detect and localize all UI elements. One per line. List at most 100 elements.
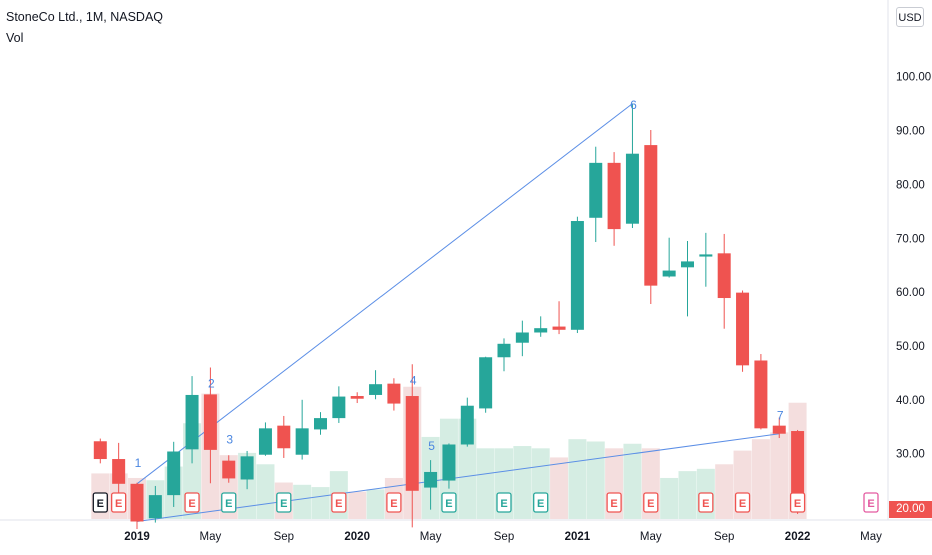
earnings-marker-label: E <box>537 498 544 510</box>
wave-label-4: 4 <box>410 374 417 388</box>
time-tick-label: 2019 <box>124 531 150 543</box>
earnings-marker-label: E <box>335 498 342 510</box>
earnings-marker[interactable] <box>111 492 127 513</box>
wave-label-1: 1 <box>135 456 142 470</box>
candle-up[interactable] <box>534 328 548 333</box>
candle-up[interactable] <box>699 254 713 257</box>
candle-up[interactable] <box>662 270 676 277</box>
candle-down[interactable] <box>93 441 107 460</box>
candle-up[interactable] <box>185 394 199 450</box>
symbol-title: StoneCo Ltd., 1M, NASDAQ <box>6 10 164 24</box>
volume-bar <box>660 477 679 519</box>
volume-bar <box>513 446 532 519</box>
volume-bar <box>348 491 367 519</box>
trendline-1[interactable] <box>136 103 633 485</box>
candle-up[interactable] <box>258 428 272 455</box>
time-tick-label: 2021 <box>565 531 591 543</box>
time-tick-label: May <box>640 531 662 543</box>
volume-bar <box>715 464 734 519</box>
price-tick-label: 90.00 <box>896 126 925 138</box>
candle-up[interactable] <box>625 153 639 224</box>
candle-down[interactable] <box>607 162 621 230</box>
earnings-marker[interactable] <box>698 492 714 513</box>
earnings-marker-label: E <box>445 498 452 510</box>
earnings-marker[interactable] <box>533 492 549 513</box>
candle-down[interactable] <box>754 360 768 429</box>
candle-down[interactable] <box>644 145 658 286</box>
candle-up[interactable] <box>424 471 438 488</box>
earnings-marker[interactable] <box>606 492 622 513</box>
price-tick-label: 60.00 <box>896 287 925 299</box>
wave-label-5: 5 <box>428 439 435 453</box>
earnings-marker[interactable] <box>276 492 292 513</box>
earnings-marker-label: E <box>97 498 104 510</box>
candle-up[interactable] <box>460 405 474 445</box>
earnings-marker[interactable] <box>789 492 806 513</box>
candle-down[interactable] <box>405 396 419 491</box>
candle-up[interactable] <box>240 456 254 480</box>
candle-down[interactable] <box>717 253 731 299</box>
time-tick-label: 2020 <box>344 531 370 543</box>
earnings-marker[interactable] <box>643 492 659 513</box>
volume-bar <box>311 487 330 519</box>
candle-down[interactable] <box>350 396 364 399</box>
candle-up[interactable] <box>497 343 511 358</box>
volume-label: Vol <box>6 31 24 45</box>
time-tick-label: 2022 <box>785 531 811 543</box>
volume-bar <box>678 471 697 519</box>
candle-up[interactable] <box>295 428 309 455</box>
candle-down[interactable] <box>277 425 291 449</box>
volume-bar <box>476 448 495 519</box>
earnings-marker[interactable] <box>734 492 751 513</box>
earnings-marker[interactable] <box>496 492 512 513</box>
earnings-marker-label: E <box>115 498 122 510</box>
earnings-marker[interactable] <box>331 492 347 513</box>
candle-up[interactable] <box>515 332 529 343</box>
candle-down[interactable] <box>112 459 126 484</box>
candle-up[interactable] <box>589 162 603 218</box>
candle-up[interactable] <box>148 495 162 519</box>
earnings-marker[interactable] <box>184 492 200 513</box>
earnings-marker[interactable] <box>441 492 457 513</box>
candle-down[interactable] <box>552 326 566 330</box>
earnings-marker-label: E <box>794 498 801 510</box>
candle-down[interactable] <box>387 383 401 404</box>
candle-up[interactable] <box>681 261 694 268</box>
time-tick-label: May <box>200 531 222 543</box>
candle-down[interactable] <box>203 394 217 450</box>
price-tick-label: 100.00 <box>896 72 931 84</box>
candle-up[interactable] <box>369 384 383 395</box>
wave-label-2: 2 <box>208 376 215 390</box>
earnings-marker[interactable] <box>386 492 402 513</box>
candle-up[interactable] <box>442 444 456 481</box>
volume-bar <box>550 457 569 519</box>
wave-label-3: 3 <box>226 432 233 446</box>
time-tick-label: May <box>860 531 882 543</box>
earnings-marker-label: E <box>390 498 397 510</box>
time-tick-label: Sep <box>714 531 734 543</box>
price-tick-label: 70.00 <box>896 233 925 245</box>
earnings-marker-label: E <box>280 498 287 510</box>
time-tick-label: May <box>420 531 442 543</box>
candle-up[interactable] <box>332 396 346 419</box>
candle-up[interactable] <box>479 357 493 409</box>
earnings-marker[interactable] <box>863 492 879 513</box>
candle-down[interactable] <box>791 431 805 512</box>
earnings-marker[interactable] <box>92 492 108 513</box>
volume-bar <box>568 439 587 519</box>
trendline-2[interactable] <box>136 433 780 522</box>
price-tick-label: 50.00 <box>896 341 925 353</box>
candle-down[interactable] <box>222 460 236 479</box>
candle-down[interactable] <box>130 483 144 522</box>
candle-up[interactable] <box>570 221 584 330</box>
candle-up[interactable] <box>167 451 181 496</box>
candle-down[interactable] <box>772 425 786 434</box>
candle-up[interactable] <box>314 418 327 430</box>
candle-down[interactable] <box>736 292 750 366</box>
earnings-marker[interactable] <box>221 492 237 513</box>
currency-button[interactable]: USD <box>896 7 924 27</box>
time-tick-label: Sep <box>274 531 294 543</box>
earnings-marker-label: E <box>188 498 195 510</box>
